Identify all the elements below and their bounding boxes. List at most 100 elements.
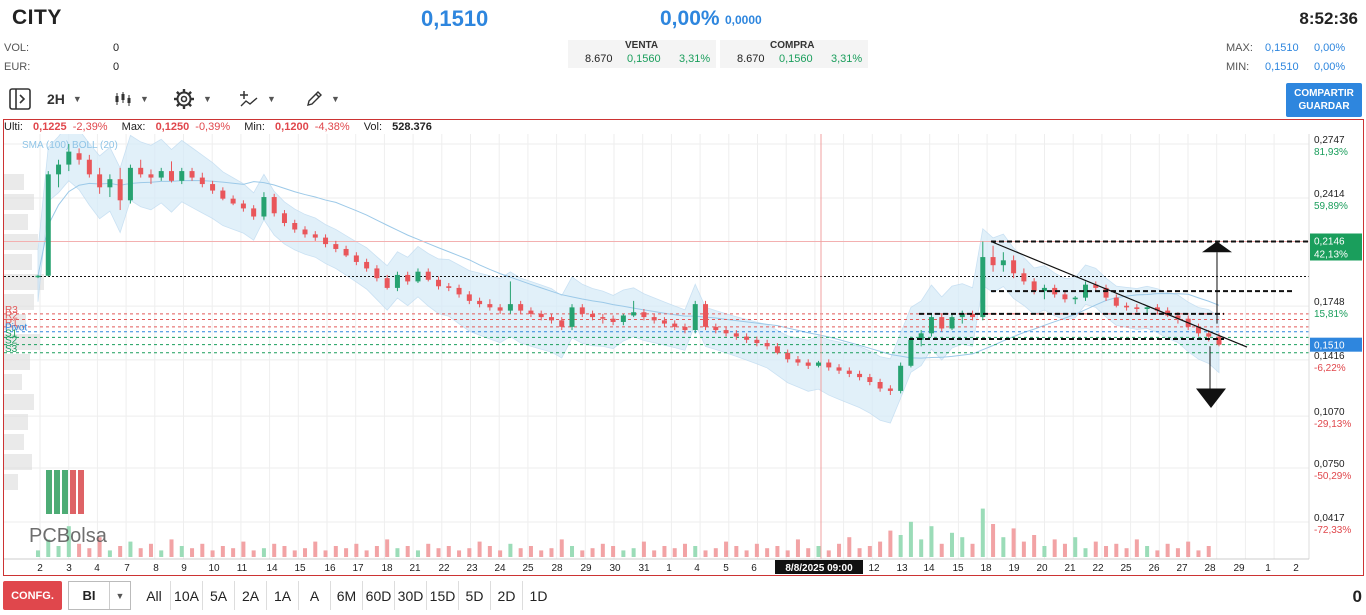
- candle-body: [1144, 307, 1150, 309]
- share-label: COMPARTIR: [1294, 88, 1354, 99]
- candle-body: [805, 362, 811, 366]
- candle-body: [210, 184, 216, 191]
- range-button-15d[interactable]: 15D: [426, 581, 458, 610]
- x-tick-label: 20: [1036, 563, 1048, 574]
- config-button[interactable]: CONFG.: [3, 581, 62, 610]
- candle-body: [846, 370, 852, 374]
- timeframe-label: 2H: [47, 91, 65, 107]
- range-button-60d[interactable]: 60D: [362, 581, 394, 610]
- candle-body: [292, 223, 298, 230]
- volume-bar: [1032, 535, 1037, 557]
- y-tick-price: 0,2414: [1314, 189, 1345, 200]
- range-button-1d[interactable]: 1D: [522, 581, 554, 610]
- candle-body: [261, 197, 267, 217]
- y-tick-price: 0,0417: [1314, 513, 1345, 524]
- volume-bar: [313, 541, 318, 557]
- volume-profile-bar: [4, 454, 32, 470]
- x-tick-label: 21: [409, 563, 421, 574]
- volume-bar: [713, 548, 718, 557]
- indicator-label: SMA (100) BOLL (20): [22, 140, 118, 151]
- volume-bar: [949, 532, 954, 557]
- eur-value: 0: [113, 61, 120, 73]
- market-clock: 8:52:36: [1299, 9, 1358, 28]
- range-button-a[interactable]: A: [298, 581, 330, 610]
- candle-body: [559, 320, 565, 327]
- candle-body: [240, 203, 246, 209]
- pivot-label-s2: S2: [5, 336, 18, 347]
- volume-bar: [693, 546, 698, 557]
- volume-bar: [631, 548, 636, 557]
- range-button-all[interactable]: All: [146, 587, 162, 604]
- range-button-2a[interactable]: 2A: [234, 581, 266, 610]
- x-tick-label: 23: [466, 563, 478, 574]
- range-button-2d[interactable]: 2D: [490, 581, 522, 610]
- y-tick-pct: 81,93%: [1314, 147, 1348, 158]
- candle-body: [764, 343, 770, 347]
- logo-bar: [70, 470, 76, 514]
- candle-body: [631, 312, 637, 316]
- candle-body: [45, 174, 51, 276]
- candle-body: [507, 304, 513, 311]
- x-tick-label: 1: [1265, 563, 1271, 574]
- timeframe-dropdown[interactable]: 2H ▼: [47, 87, 82, 111]
- volume-bar: [36, 550, 40, 557]
- range-button-10a[interactable]: 10A: [170, 581, 202, 610]
- candle-body: [661, 320, 667, 324]
- candle-body: [374, 268, 380, 279]
- price-tag-high-pct: [1310, 247, 1362, 261]
- volume-bar: [1104, 546, 1109, 557]
- volume-bar: [200, 543, 205, 557]
- max-label: Max:: [121, 121, 146, 133]
- candle-body: [939, 317, 945, 329]
- volume-bar: [1186, 541, 1191, 557]
- volume-bar: [549, 548, 554, 557]
- volume-bar: [980, 508, 985, 557]
- volume-bar: [600, 543, 605, 557]
- volume-bar: [118, 546, 123, 557]
- range-button-1a[interactable]: 1A: [266, 581, 298, 610]
- y-tick-pct: -6,22%: [1314, 363, 1346, 374]
- range-button-6m[interactable]: 6M: [330, 581, 362, 610]
- drawing-tools-dropdown[interactable]: ▼: [305, 87, 340, 111]
- volume-bar: [960, 537, 965, 557]
- x-tick-label: 4: [694, 563, 700, 574]
- volume-bar: [128, 541, 133, 557]
- venta-qty: 8.670: [585, 53, 613, 65]
- x-tick-label: 11: [237, 563, 248, 574]
- range-button-5a[interactable]: 5A: [202, 581, 234, 610]
- candle-body: [323, 237, 329, 245]
- volume-bar: [795, 539, 800, 557]
- volume-profile-bar: [4, 214, 28, 230]
- ticker-symbol: CITY: [12, 6, 62, 29]
- compra-box: COMPRA 8.670 0,1560 3,31%: [720, 40, 868, 68]
- share-save-button[interactable]: COMPARTIR GUARDAR: [1286, 83, 1362, 117]
- candle-body: [990, 257, 996, 266]
- volume-bar: [837, 543, 842, 557]
- candle-body: [127, 167, 133, 201]
- candle-body: [66, 151, 72, 165]
- candle-body: [970, 313, 976, 318]
- sidebar-toggle-button[interactable]: [8, 87, 32, 111]
- x-tick-label: 28: [551, 563, 563, 574]
- bi-select[interactable]: BI ▼: [68, 581, 131, 610]
- x-tick-label: 9: [181, 563, 187, 574]
- chevron-down-icon: ▼: [203, 94, 212, 104]
- range-button-30d[interactable]: 30D: [394, 581, 426, 610]
- ulti-label: Ulti:: [4, 121, 23, 133]
- volume-bar: [487, 546, 492, 557]
- ulti-pct: -2,39%: [72, 121, 108, 133]
- y-tick-pct: 59,89%: [1314, 201, 1348, 212]
- volume-bar: [364, 550, 369, 557]
- compra-qty: 8.670: [737, 53, 765, 65]
- range-button-5d[interactable]: 5D: [458, 581, 490, 610]
- volume-bar: [405, 546, 410, 557]
- volume-bar: [282, 546, 287, 557]
- chart-area[interactable]: [3, 119, 1364, 576]
- chart-type-dropdown[interactable]: ▼: [114, 87, 149, 111]
- volume-bar: [426, 543, 431, 557]
- bollinger-band: [37, 134, 1220, 424]
- volume-bar: [888, 530, 893, 557]
- indicators-dropdown[interactable]: ▼: [239, 87, 276, 111]
- settings-dropdown[interactable]: ▼: [173, 87, 212, 111]
